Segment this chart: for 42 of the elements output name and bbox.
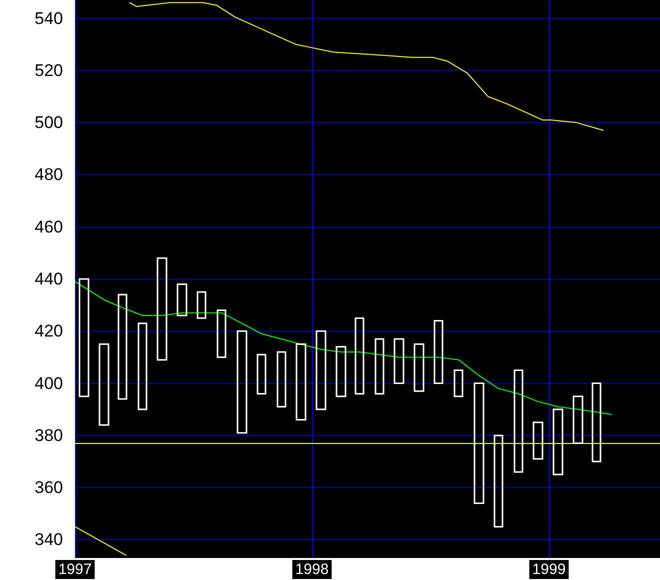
- candlestick: [414, 343, 424, 392]
- y-tick-label: 480: [34, 165, 63, 184]
- candlestick: [138, 322, 148, 410]
- candlestick: [532, 422, 544, 460]
- candlestick: [434, 320, 444, 384]
- y-tick-label: 380: [34, 426, 63, 445]
- candlestick: [176, 283, 188, 316]
- x-tick-label: 1997: [58, 561, 92, 578]
- candlestick: [156, 257, 168, 361]
- candlestick: [98, 343, 110, 426]
- candlestick: [552, 408, 564, 476]
- y-tick-label: 540: [34, 8, 63, 28]
- candlestick: [354, 317, 364, 394]
- y-tick-label: 460: [34, 217, 63, 236]
- line-series: [74, 281, 612, 416]
- candlestick: [336, 346, 346, 398]
- y-tick-label: 340: [34, 530, 63, 550]
- x-tick-label: 1998: [295, 561, 329, 578]
- candlestick: [118, 294, 128, 400]
- candlestick: [236, 330, 248, 434]
- y-tick-label: 400: [34, 374, 63, 393]
- candlestick: [256, 354, 266, 394]
- y-tick-label: 360: [34, 478, 63, 498]
- x-tick-label: 1999: [532, 561, 566, 578]
- y-tick-label: 440: [34, 270, 63, 288]
- y-tick-label: 420: [34, 322, 63, 341]
- candlestick: [454, 370, 464, 398]
- candlestick: [196, 291, 206, 319]
- y-tick-label: 520: [34, 60, 63, 80]
- candlestick: [592, 382, 602, 462]
- candlestick: [78, 278, 90, 398]
- candlestick: [276, 351, 286, 408]
- candlestick: [394, 338, 404, 384]
- y-tick-label: 500: [34, 113, 63, 132]
- candlestick: [474, 382, 484, 504]
- candlestick: [494, 434, 504, 528]
- candlestick: [514, 370, 524, 473]
- candlestick: [216, 310, 226, 358]
- candlestick: [296, 343, 306, 421]
- candlestick: [374, 338, 384, 394]
- candlestick: [316, 330, 326, 410]
- candlestick: [572, 396, 584, 444]
